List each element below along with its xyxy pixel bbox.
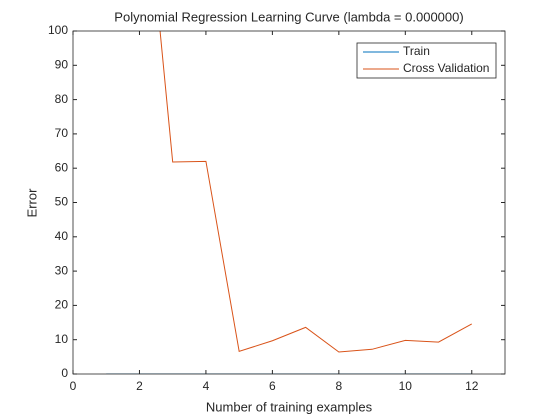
x-tick-label: 12 [465,379,479,393]
y-tick-label: 40 [55,229,69,243]
legend-label: Cross Validation [403,61,489,75]
line-series [159,31,473,353]
plot-area [106,31,473,374]
x-axis-label: Number of training examples [206,399,373,414]
chart-title: Polynomial Regression Learning Curve (la… [114,9,463,24]
x-tick-label: 8 [336,379,343,393]
legend-label: Train [403,44,430,58]
y-tick-label: 100 [48,23,68,37]
y-tick-label: 60 [55,160,69,174]
x-tick-label: 6 [269,379,276,393]
y-tick-label: 20 [55,298,69,312]
x-tick-label: 0 [70,379,77,393]
x-tick-label: 4 [203,379,210,393]
y-tick-label: 80 [55,92,69,106]
y-tick-label: 70 [55,126,69,140]
x-tick-label: 2 [136,379,143,393]
y-tick-label: 50 [55,195,69,209]
y-tick-label: 0 [61,366,68,380]
y-axis-label: Error [24,188,39,218]
y-tick-label: 90 [55,57,69,71]
x-tick-label: 10 [399,379,413,393]
legend-box [356,42,497,79]
y-tick-label: 30 [55,263,69,277]
y-tick-label: 10 [55,332,69,346]
